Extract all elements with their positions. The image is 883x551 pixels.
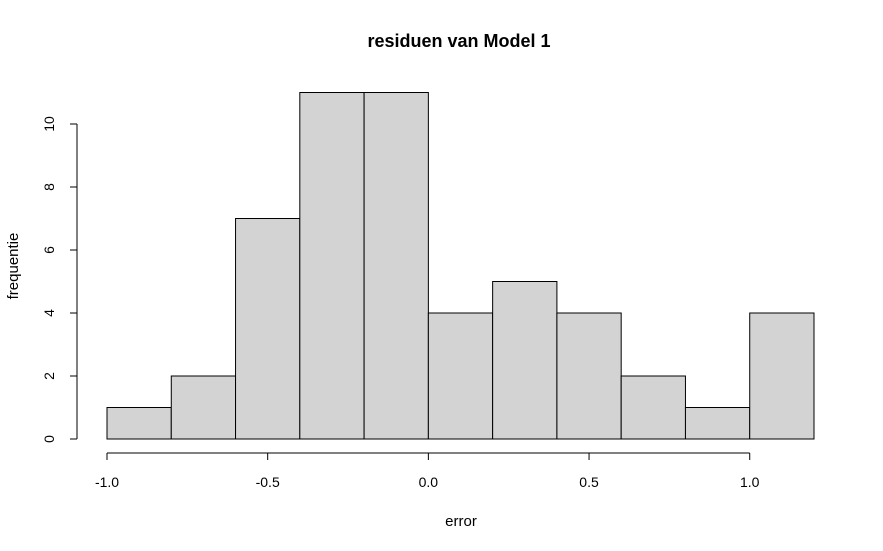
y-tick-label: 0: [41, 435, 57, 443]
histogram-bar: [170, 375, 237, 440]
histogram-bar: [492, 281, 558, 440]
chart-title: residuen van Model 1: [367, 31, 550, 51]
y-tick-label: 6: [41, 246, 57, 254]
histogram-bar: [749, 312, 815, 440]
x-tick-label: -1.0: [95, 474, 119, 490]
x-tick-label: 0.0: [419, 474, 439, 490]
bars-group: [106, 92, 815, 440]
y-axis-label: frequentie: [5, 233, 22, 300]
histogram-bar: [620, 375, 686, 440]
histogram-bar: [299, 92, 365, 440]
y-tick-label: 10: [41, 116, 57, 132]
y-tick-label: 4: [41, 309, 57, 317]
x-tick-label: 0.5: [579, 474, 599, 490]
histogram-bar: [684, 407, 751, 440]
x-axis-label: error: [445, 513, 477, 530]
histogram-bar: [556, 312, 622, 440]
histogram-bar: [235, 218, 301, 440]
histogram-bar: [106, 407, 172, 440]
y-tick-label: 8: [41, 183, 57, 191]
histogram-bar: [427, 312, 494, 440]
histogram-bar: [363, 92, 429, 440]
x-tick-label: -0.5: [256, 474, 280, 490]
x-axis: -1.0 -0.5 0.0 0.5 1.0: [95, 452, 760, 490]
x-tick-label: 1.0: [740, 474, 760, 490]
y-axis: 0 2 4 6 8 10: [41, 116, 78, 443]
y-tick-label: 2: [41, 372, 57, 380]
